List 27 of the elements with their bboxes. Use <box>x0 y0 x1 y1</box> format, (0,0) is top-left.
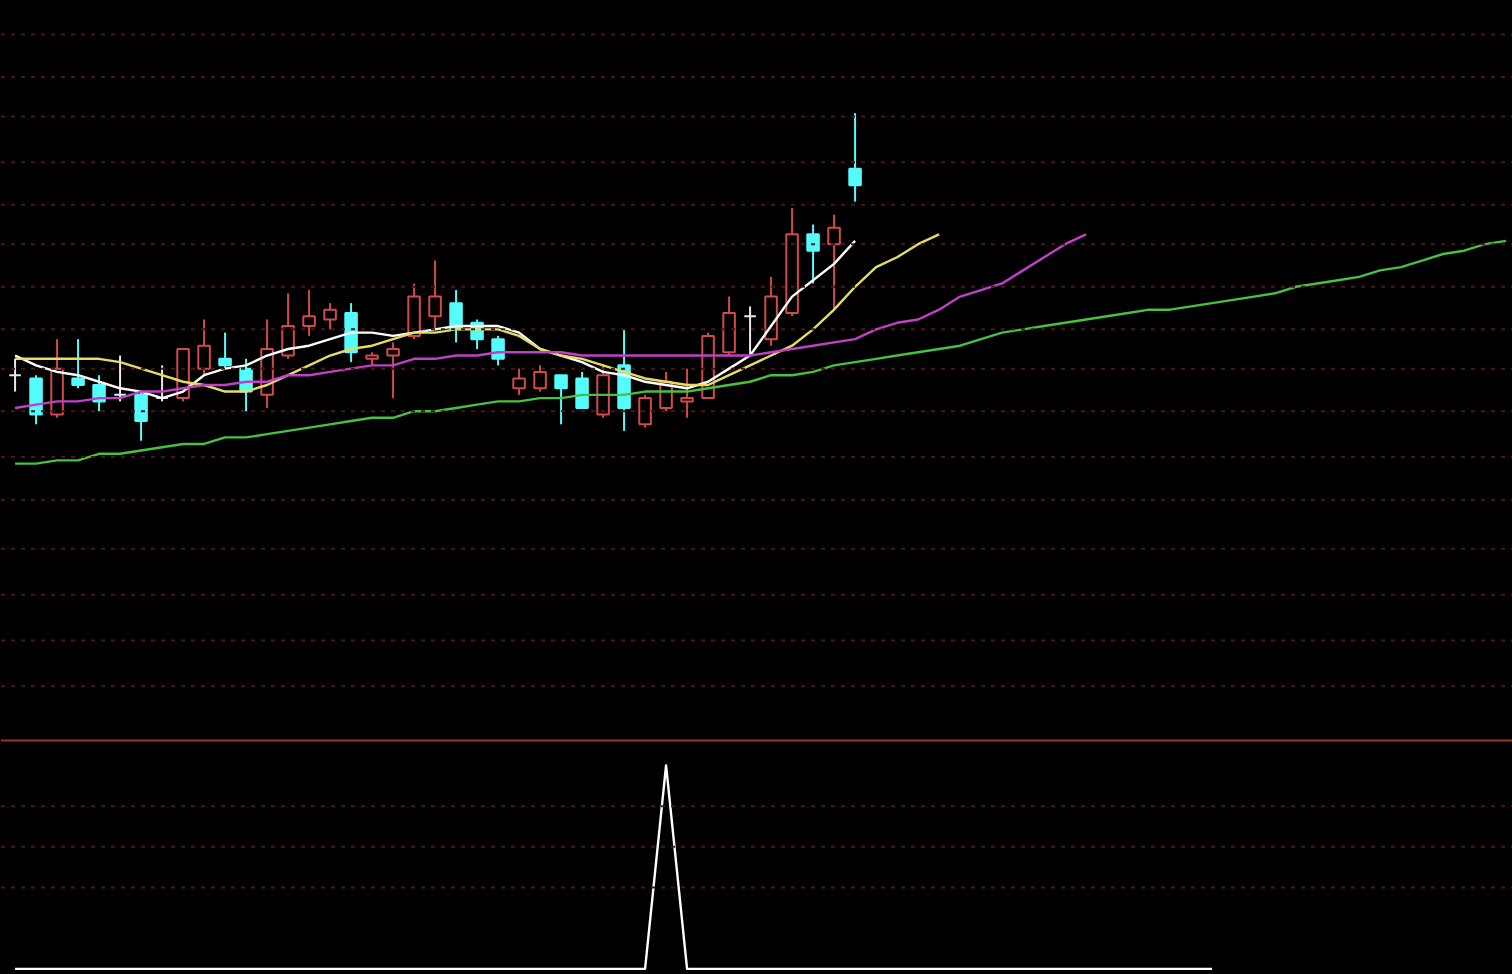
candlestick <box>764 275 778 347</box>
candlestick <box>512 367 526 396</box>
candlestick <box>806 223 820 285</box>
candlestick <box>407 282 421 341</box>
candlestick <box>302 289 316 337</box>
candlestick <box>323 302 337 331</box>
candlestick <box>722 295 736 357</box>
candlestick <box>827 213 841 311</box>
candlestick <box>638 393 652 429</box>
candlestick <box>218 331 232 370</box>
candlestick <box>29 374 43 426</box>
candlestick <box>428 259 442 331</box>
candlestick <box>155 364 169 403</box>
candlestick <box>134 390 148 442</box>
candlestick <box>554 374 568 426</box>
candlestick <box>197 318 211 377</box>
candlestick <box>8 357 22 393</box>
candlestick <box>113 354 127 403</box>
candlestick <box>848 112 862 203</box>
candlestick <box>680 367 694 419</box>
candlestick <box>491 334 505 367</box>
candlestick <box>71 338 85 390</box>
candlestick <box>386 341 400 400</box>
candlestick <box>533 364 547 393</box>
candlestick <box>743 305 757 357</box>
candlestick <box>575 370 589 409</box>
candlestick <box>281 292 295 360</box>
